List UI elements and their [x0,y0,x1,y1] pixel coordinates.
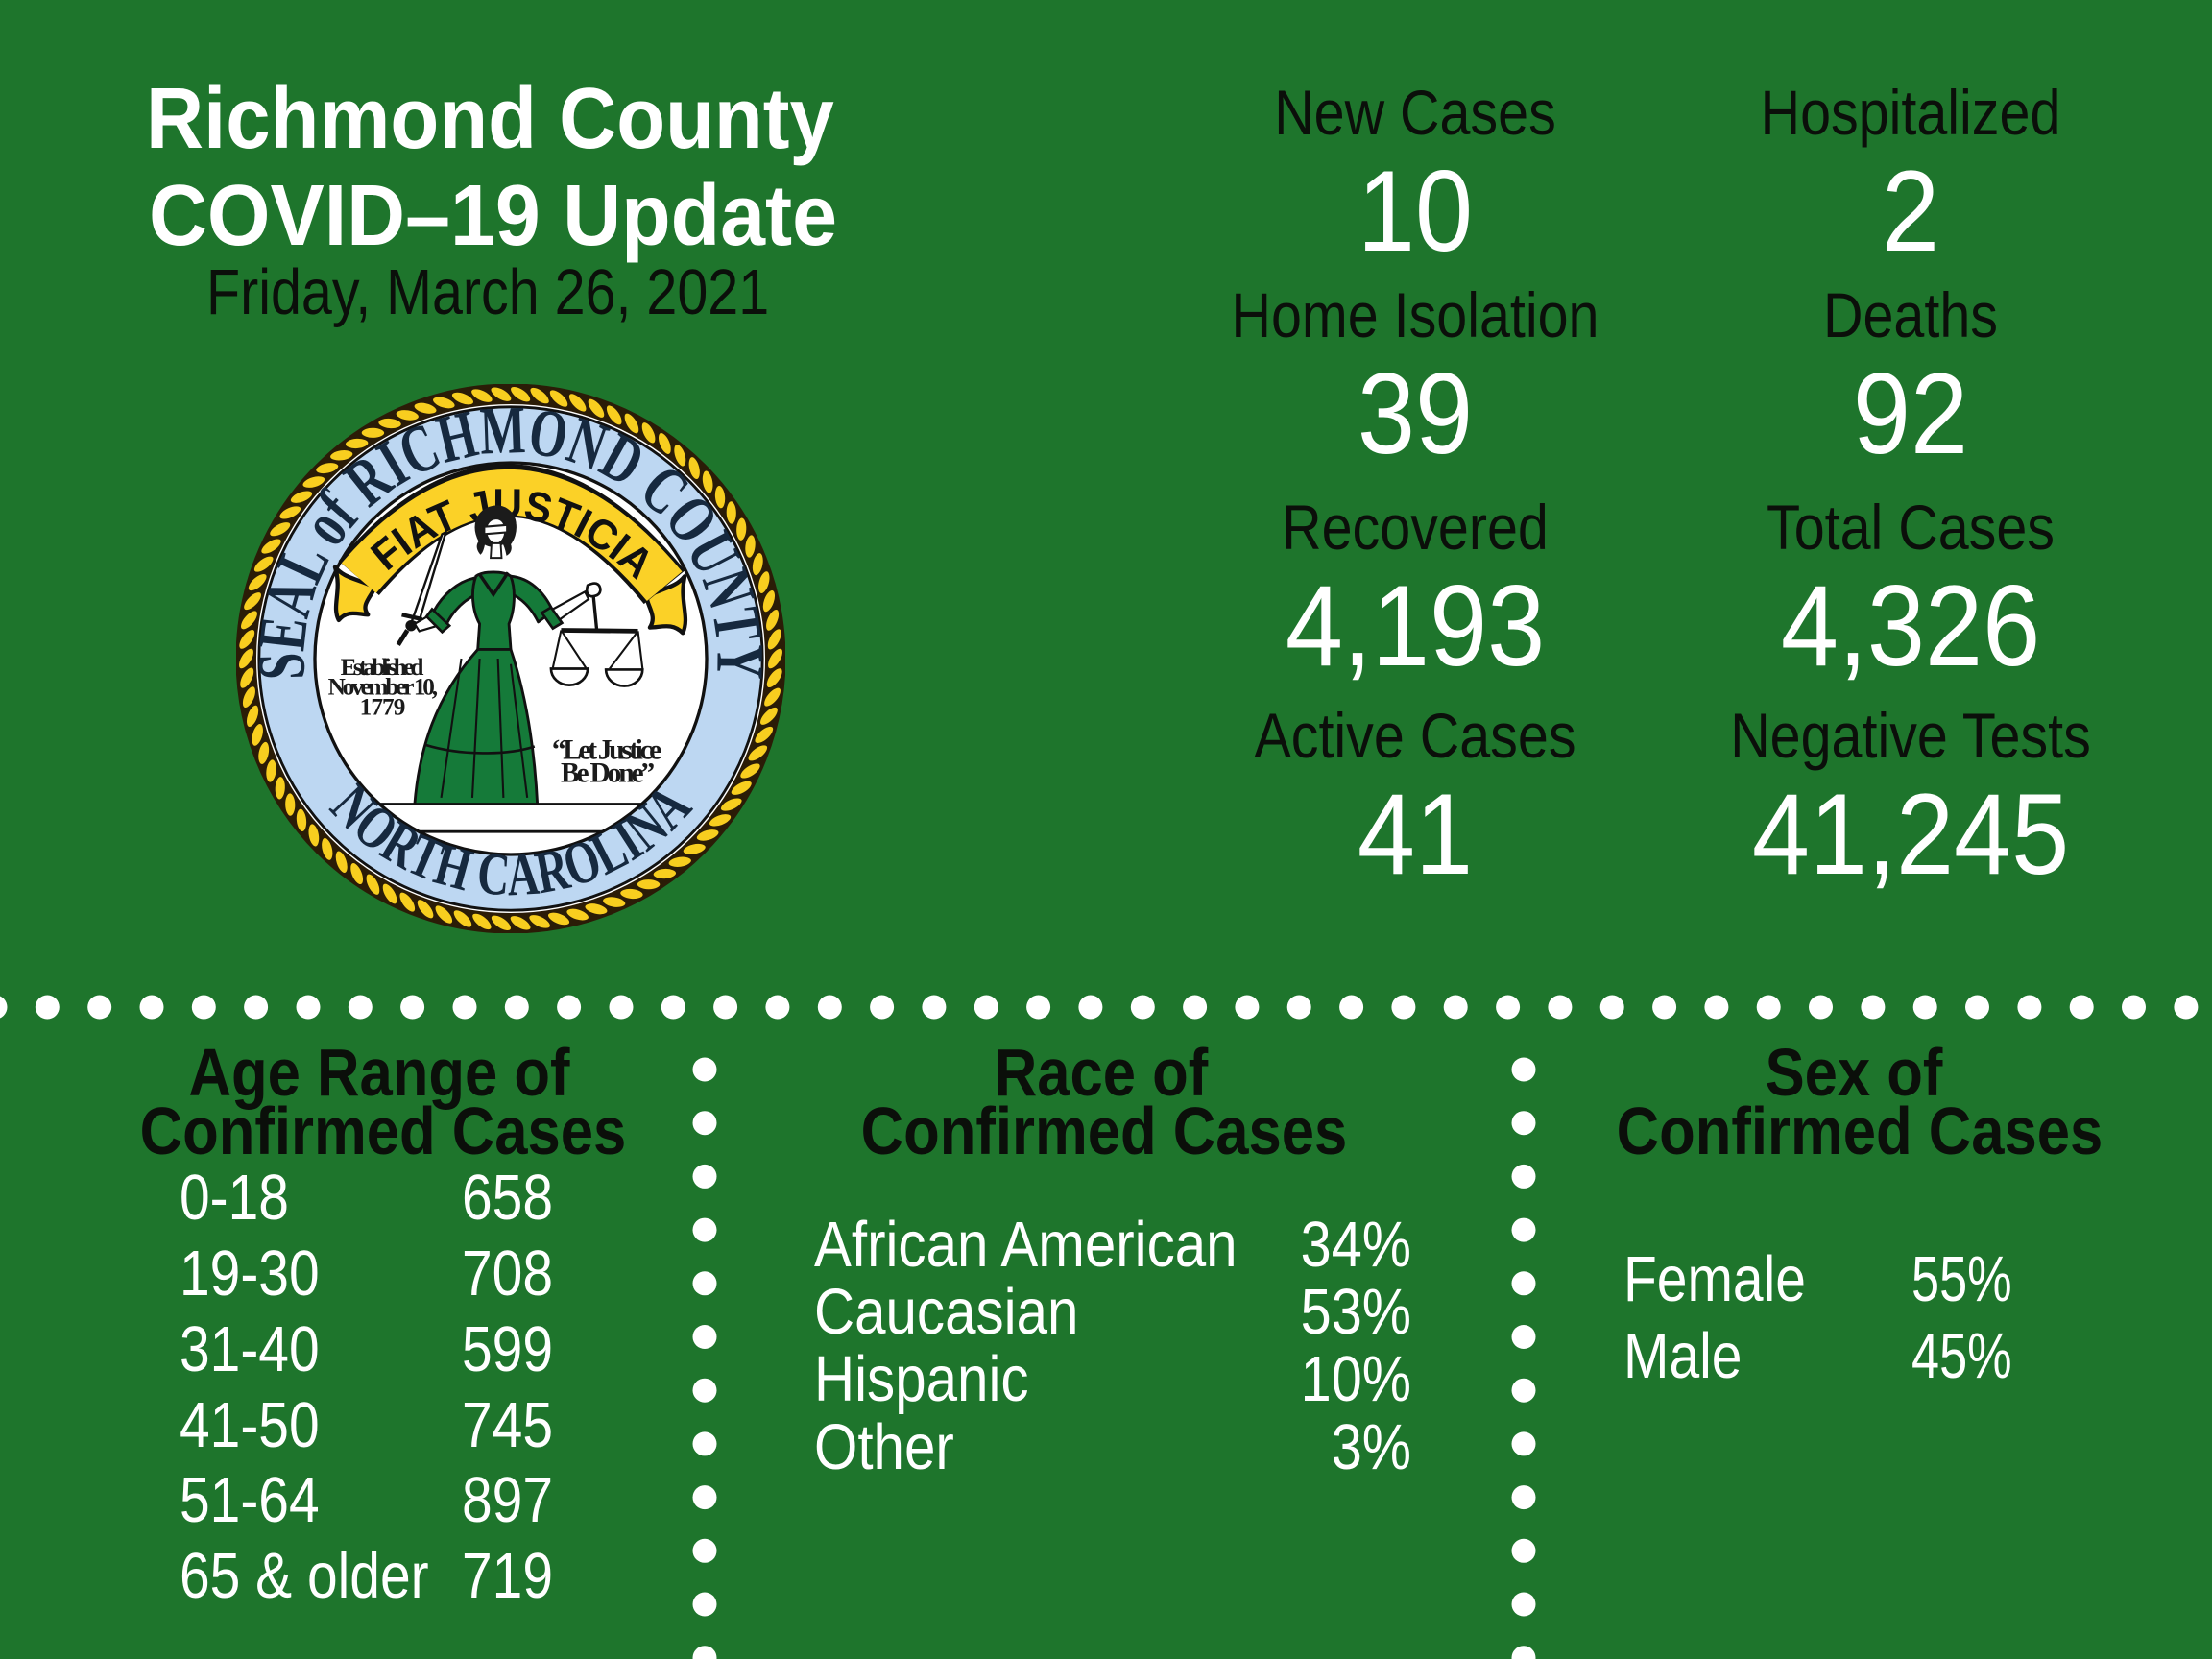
svg-text:November 10,: November 10, [328,674,438,701]
svg-text:“Let Justice: “Let Justice [552,734,661,765]
svg-text:Be Done”: Be Done” [561,758,655,789]
svg-text:1779: 1779 [360,694,406,721]
svg-text:Established: Established [341,654,424,681]
